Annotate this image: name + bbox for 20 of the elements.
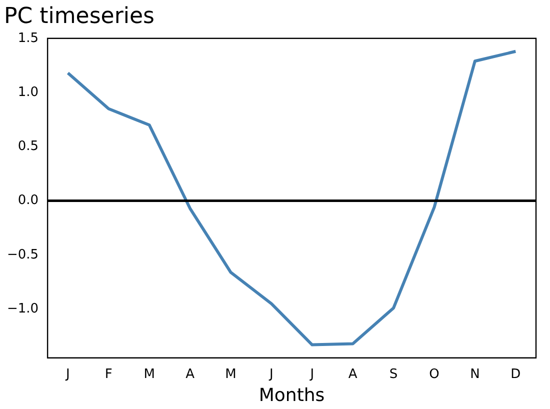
x-tick-label: M — [225, 366, 236, 382]
y-tick-label: 0.0 — [18, 193, 39, 208]
x-tick-label: N — [470, 366, 480, 382]
x-tick-label: D — [510, 366, 521, 382]
chart-title: PC timeseries — [4, 4, 154, 29]
y-tick-label: 0.5 — [18, 139, 39, 154]
x-tick-label: F — [104, 366, 112, 382]
x-tick-label: A — [186, 366, 195, 382]
x-tick-label: J — [309, 366, 314, 382]
x-tick-label: A — [348, 366, 358, 382]
x-tick-label: M — [144, 366, 155, 382]
y-tick-label: 1.5 — [18, 30, 39, 46]
x-tick-label: S — [389, 366, 398, 382]
y-tick-label: −1.0 — [6, 301, 39, 316]
x-tick-label: J — [268, 366, 274, 382]
y-tick-label: 1.0 — [18, 84, 39, 100]
y-tick-label: −0.5 — [6, 247, 39, 262]
x-axis-title: Months — [258, 384, 325, 406]
x-tick-label: O — [429, 366, 440, 382]
x-tick-label: J — [64, 366, 70, 382]
